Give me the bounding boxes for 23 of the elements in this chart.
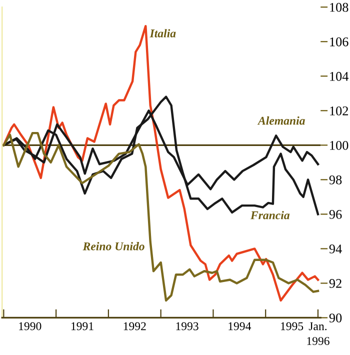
x-tick-label: 1995 xyxy=(281,322,304,330)
line-series xyxy=(2,132,320,302)
y-tick-label: 106 xyxy=(330,37,348,46)
y-tick-label: 96 xyxy=(329,210,342,219)
series-label: Alemania xyxy=(257,116,305,125)
y-tick-label: 104 xyxy=(330,72,349,81)
y-tick-label: 90 xyxy=(329,314,342,322)
x-tick-label: 1994 xyxy=(228,322,252,330)
x-tick-label: 1992 xyxy=(124,322,146,330)
y-tick-label: 94 xyxy=(329,244,342,254)
y-tick-label: 102 xyxy=(330,106,348,116)
x-tick-label: 1993 xyxy=(176,322,198,330)
x-tick-label: 1991 xyxy=(71,322,94,330)
y-tick-label: 108 xyxy=(330,2,348,12)
y-tick-label: 100 xyxy=(330,140,348,150)
x-tick-label: Jan. 1996 xyxy=(307,322,330,345)
series-label: Francia xyxy=(250,210,290,220)
y-tick-label: 92 xyxy=(329,279,342,288)
x-tick-label: 1990 xyxy=(19,322,42,330)
series-label: Reino Unido xyxy=(82,242,144,250)
series-label: Italia xyxy=(150,29,176,38)
line-series xyxy=(2,24,320,302)
y-tick-label: 98 xyxy=(329,175,342,184)
